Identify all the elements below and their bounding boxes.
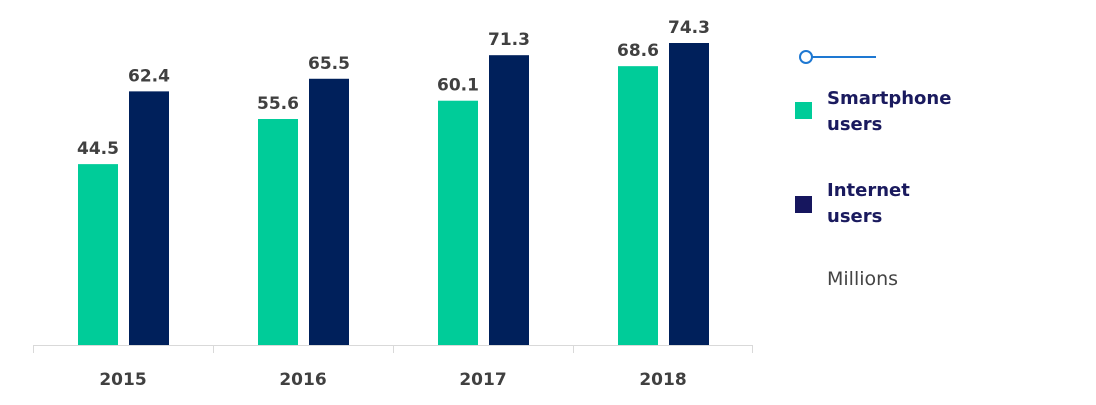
legend-label-internet: Internet users [827,180,910,227]
bar-internet [309,78,349,346]
x-tick-label: 2018 [639,370,686,390]
data-label: 60.1 [437,76,479,96]
data-label: 71.3 [488,30,530,50]
bar-internet [489,55,529,345]
x-tick-label: 2017 [459,370,506,390]
data-label: 74.3 [668,18,710,38]
x-tick-label: 2015 [99,370,146,390]
data-label: 62.4 [128,66,170,86]
units-label: Millions [827,268,899,290]
bar-smartphone [78,164,118,345]
bar-smartphone [438,100,478,345]
data-label: 55.6 [257,94,299,114]
legend-label-smartphone: Smartphone users [827,88,952,135]
legend-line-marker-icon [799,50,876,64]
bar-smartphone [618,66,658,345]
data-label: 68.6 [617,41,659,61]
legend-swatch-internet [795,196,812,213]
bar-smartphone [258,119,298,345]
data-label: 44.5 [77,139,119,159]
legend-swatch-smartphone [795,102,812,119]
x-tick-label: 2016 [279,370,326,390]
bar-chart: 2015 44.5 62.4 2016 55.6 65.5 2017 60.1 71.3 2018… [33,18,753,390]
bar-internet [669,43,709,345]
data-label: 65.5 [308,54,350,74]
bar-internet [129,91,169,345]
